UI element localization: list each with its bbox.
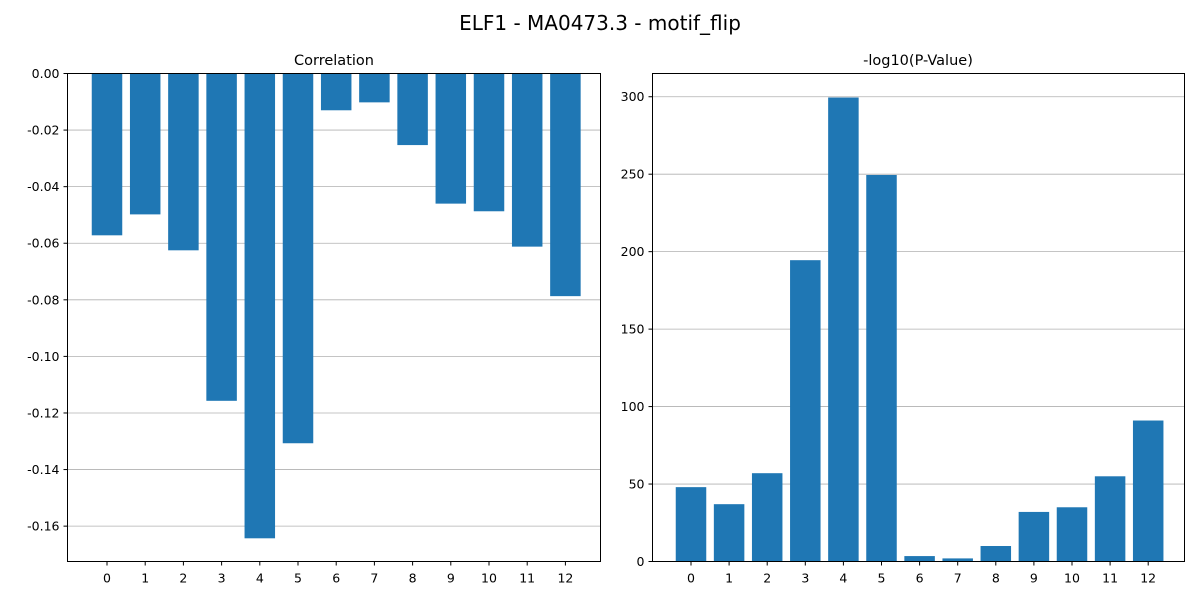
pvalue-x-tick-label: 1 xyxy=(725,571,733,586)
pvalue-bar xyxy=(828,97,859,562)
pvalue-bar xyxy=(713,504,745,562)
correlation-x-tick-label: 3 xyxy=(218,571,226,586)
correlation-bar xyxy=(320,73,352,111)
correlation-y-tick-label: -0.16 xyxy=(27,519,59,534)
pvalue-x-tick-label: 8 xyxy=(992,571,1000,586)
pvalue-x-tick-label: 11 xyxy=(1102,571,1118,586)
correlation-x-tick-label: 7 xyxy=(370,571,378,586)
pvalue-bar xyxy=(942,558,973,562)
correlation-bar xyxy=(244,73,276,539)
pvalue-bar xyxy=(904,556,935,562)
pvalue-bars xyxy=(675,97,1164,562)
pvalue-x-tick-label: 5 xyxy=(878,571,886,586)
pvalue-bar xyxy=(1094,476,1126,562)
correlation-x-tick-label: 8 xyxy=(409,571,417,586)
pvalue-bar xyxy=(675,487,707,562)
pvalue-x-tick-label: 10 xyxy=(1064,571,1080,586)
pvalue-bar xyxy=(1132,420,1164,562)
pvalue-bar xyxy=(790,260,821,562)
pvalue-x-tick-label: 7 xyxy=(954,571,962,586)
correlation-x-tick-label: 1 xyxy=(141,571,149,586)
pvalue-x-tick-label: 2 xyxy=(763,571,771,586)
correlation-y-tick-label: -0.14 xyxy=(27,462,59,477)
correlation-chart: Correlation 0.00 -0.02 -0.04 -0.06 -0.08 -0.1… xyxy=(27,53,601,586)
pvalue-x-tick-label: 6 xyxy=(916,571,924,586)
pvalue-y-tick-label: 150 xyxy=(621,322,645,337)
correlation-x-tick-label: 6 xyxy=(332,571,340,586)
correlation-y-tick-label: -0.04 xyxy=(27,179,59,194)
correlation-axes-frame xyxy=(67,73,601,562)
pvalue-bar xyxy=(1056,507,1088,562)
pvalue-x-tick-label: 12 xyxy=(1140,571,1156,586)
pvalue-x-tick-label: 4 xyxy=(839,571,847,586)
correlation-x-tick-label: 4 xyxy=(256,571,264,586)
pvalue-y-tick-label: 200 xyxy=(621,244,645,259)
correlation-x-tick-label: 5 xyxy=(294,571,302,586)
pvalue-y-tick-label: 50 xyxy=(629,477,645,492)
correlation-y-tick-label: -0.10 xyxy=(27,349,59,364)
correlation-bar xyxy=(282,73,314,444)
correlation-x-tick-label: 9 xyxy=(447,571,455,586)
figure-title: ELF1 - MA0473.3 - motif_flip xyxy=(459,11,741,35)
correlation-x-tick-label: 10 xyxy=(481,571,497,586)
pvalue-x-tick-label: 9 xyxy=(1030,571,1038,586)
correlation-bar xyxy=(473,73,505,212)
correlation-bars xyxy=(91,73,581,539)
pvalue-y-tick-label: 0 xyxy=(637,554,645,569)
correlation-x-tick-label: 2 xyxy=(179,571,187,586)
correlation-bar xyxy=(550,73,581,297)
pvalue-bar xyxy=(866,174,897,562)
correlation-chart-title: Correlation xyxy=(294,53,374,69)
correlation-bar xyxy=(359,73,390,103)
correlation-bar xyxy=(91,73,123,236)
pvalue-x-tick-label: 0 xyxy=(687,571,695,586)
pvalue-y-tick-label: 100 xyxy=(621,399,645,414)
correlation-y-tick-label: -0.08 xyxy=(27,292,59,307)
correlation-bar xyxy=(435,73,467,204)
correlation-x-tick-label: 12 xyxy=(557,571,573,586)
correlation-bar xyxy=(168,73,199,251)
pvalue-x-tick-label: 3 xyxy=(801,571,809,586)
pvalue-bar xyxy=(751,473,783,562)
correlation-ticks: 0.00 -0.02 -0.04 -0.06 -0.08 -0.10 -0.12 -0.14 -… xyxy=(27,66,573,586)
pvalue-bar xyxy=(1018,511,1050,562)
pvalue-chart-title: -log10(P-Value) xyxy=(863,53,973,69)
pvalue-axes-frame xyxy=(652,73,1185,562)
correlation-x-tick-label: 11 xyxy=(519,571,535,586)
pvalue-y-tick-label: 250 xyxy=(621,167,645,182)
correlation-y-tick-label: -0.06 xyxy=(27,236,59,251)
pvalue-bar xyxy=(980,546,1012,562)
pvalue-y-tick-label: 300 xyxy=(621,89,645,104)
correlation-y-tick-label: -0.12 xyxy=(27,405,59,420)
correlation-bar xyxy=(397,73,428,146)
correlation-y-tick-label: -0.02 xyxy=(27,123,59,138)
correlation-bar xyxy=(206,73,237,401)
correlation-y-tick-label: 0.00 xyxy=(32,66,60,81)
correlation-x-tick-label: 0 xyxy=(103,571,111,586)
correlation-bar xyxy=(129,73,161,215)
correlation-bar xyxy=(511,73,543,247)
